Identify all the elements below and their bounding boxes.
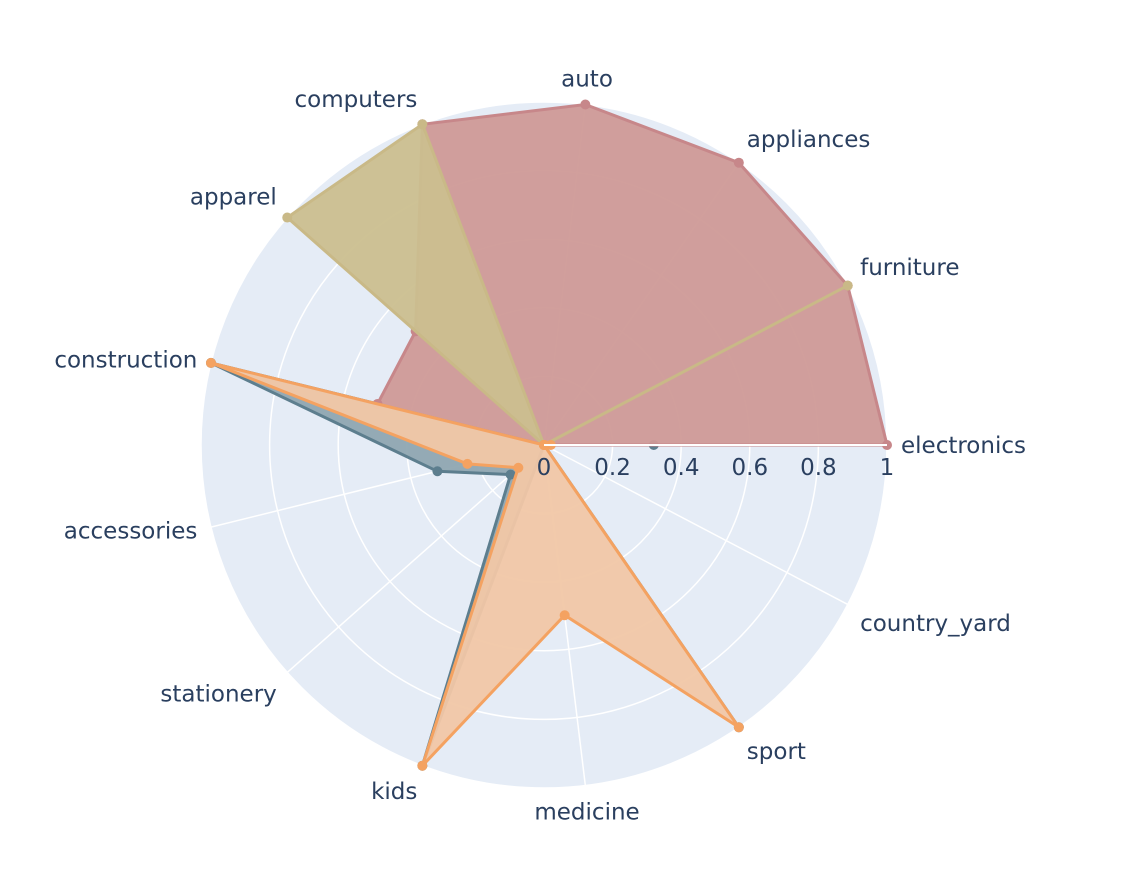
category-label: appliances [747, 127, 871, 153]
category-label: computers [294, 87, 417, 113]
data-point [417, 760, 428, 771]
category-labels: electronics furniture appliances auto comput… [54, 67, 1026, 826]
series-traces [205, 99, 892, 771]
data-point [282, 212, 293, 223]
category-label: apparel [190, 184, 277, 210]
category-label: medicine [534, 799, 639, 825]
category-label: kids [371, 779, 417, 805]
data-point [733, 157, 744, 168]
category-label: accessories [64, 518, 198, 544]
radial-tick-label: 0.6 [732, 455, 769, 481]
category-label: electronics [901, 433, 1026, 459]
data-point [505, 469, 516, 480]
category-label: construction [54, 348, 197, 374]
series-area [210, 361, 741, 767]
data-point [417, 119, 428, 130]
data-point [462, 458, 473, 469]
radial-tick-label: 0.8 [800, 455, 837, 481]
data-point [559, 610, 570, 621]
radial-axis: 0 0.2 0.4 0.6 0.8 1 [537, 444, 895, 481]
data-point [513, 462, 524, 473]
data-point [580, 99, 591, 110]
data-point [432, 466, 443, 477]
category-label: country_yard [860, 611, 1011, 637]
series-3 [205, 357, 744, 771]
grid-spoke [543, 444, 849, 606]
radial-tick-label: 0.2 [594, 455, 631, 481]
radial-tick-label: 0 [537, 455, 552, 481]
category-label: stationery [160, 682, 276, 708]
series-area [284, 121, 849, 448]
data-point [733, 722, 744, 733]
data-point [842, 280, 853, 291]
category-label: furniture [860, 255, 959, 281]
data-point [205, 357, 216, 368]
category-label: sport [747, 739, 806, 765]
radial-tick-label: 0.4 [663, 455, 700, 481]
category-label: auto [561, 67, 613, 93]
radial-tick-label: 1 [880, 455, 895, 481]
grid-spoke [286, 444, 545, 674]
